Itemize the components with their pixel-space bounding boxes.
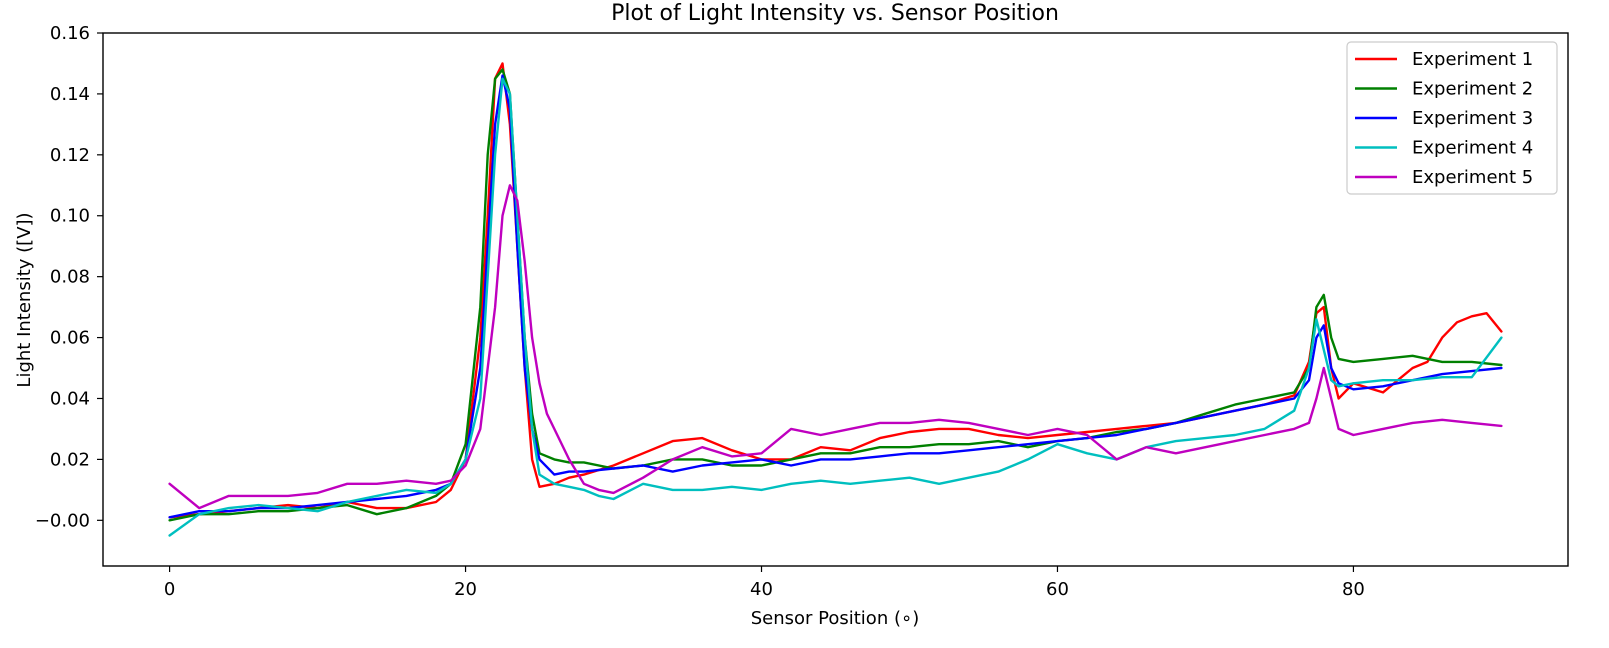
y-tick-label: 0.14 — [50, 84, 90, 105]
legend-label: Experiment 4 — [1412, 138, 1533, 159]
legend-label: Experiment 5 — [1412, 167, 1533, 188]
y-tick-label: 0.04 — [50, 388, 90, 409]
x-tick-label: 0 — [164, 579, 175, 600]
series-line-experiment-1 — [168, 62, 1503, 519]
y-tick-label: 0.12 — [50, 145, 90, 166]
chart-title: Plot of Light Intensity vs. Sensor Posit… — [611, 1, 1059, 26]
series-line-experiment-4 — [168, 77, 1503, 537]
x-tick-label: 60 — [1046, 579, 1069, 600]
y-tick-label: −0.00 — [35, 510, 90, 531]
x-tick-label: 80 — [1342, 579, 1365, 600]
y-tick-label: 0.02 — [50, 449, 90, 470]
plot-area: 0 20 40 60 80 −0.00 0.02 0.04 0.06 0.08 0.10 0.12 0.… — [35, 23, 1569, 600]
x-tick-label: 40 — [750, 579, 773, 600]
y-tick-label: 0.08 — [50, 267, 90, 288]
y-tick-label: 0.16 — [50, 23, 90, 44]
series-line-experiment-3 — [168, 74, 1503, 519]
y-axis-label: Light Intensity ([V]) — [14, 212, 35, 387]
x-tick-label: 20 — [454, 579, 477, 600]
legend-box — [1346, 41, 1558, 195]
axes-frame — [102, 32, 1569, 567]
series-line-experiment-5 — [168, 184, 1503, 510]
legend-label: Experiment 3 — [1412, 108, 1533, 129]
legend-label: Experiment 1 — [1412, 49, 1533, 70]
x-axis-label: Sensor Position (∘) — [751, 608, 920, 629]
y-tick-label: 0.10 — [50, 206, 90, 227]
y-tick-label: 0.06 — [50, 328, 90, 349]
legend-label: Experiment 2 — [1412, 79, 1533, 100]
y-axis-label-group: Light Intensity ([V]) — [14, 212, 35, 387]
series-line-experiment-2 — [168, 68, 1503, 522]
